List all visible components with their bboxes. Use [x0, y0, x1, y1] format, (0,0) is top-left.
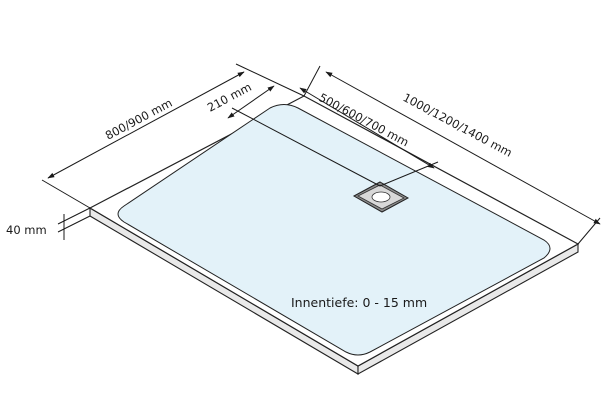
dim-line-length: [325, 71, 601, 225]
dim-line-drain-offset: [227, 85, 275, 119]
width-dimension-label: 800/900 mm: [103, 96, 175, 143]
length-dimension-label: 1000/1200/1400 mm: [401, 90, 515, 159]
ext-line-height-b: [57, 215, 91, 233]
ext-line-width-a: [41, 179, 91, 209]
height-dimension-label: 40 mm: [6, 223, 47, 237]
inner-depth-label: Innentiefe: 0 - 15 mm: [291, 295, 427, 310]
ext-line-height-a: [57, 207, 91, 225]
dim-line-width: [47, 71, 245, 179]
drain-offset-dimension-label: 210 mm: [205, 80, 254, 115]
ext-line-width-b: [235, 63, 305, 97]
